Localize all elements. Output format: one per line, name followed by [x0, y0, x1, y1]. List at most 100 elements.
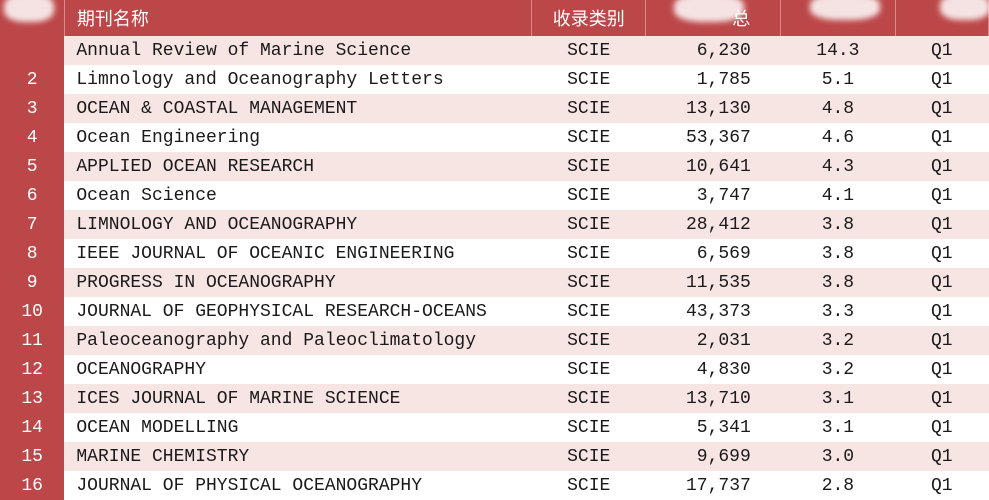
cell-rank	[0, 36, 64, 65]
cell-name: JOURNAL OF GEOPHYSICAL RESEARCH-OCEANS	[64, 297, 531, 326]
cell-quartile: Q1	[895, 210, 989, 239]
cell-rank: 15	[0, 442, 64, 471]
table-row: 3OCEAN & COASTAL MANAGEMENTSCIE13,1304.8…	[0, 94, 989, 123]
cell-name: Annual Review of Marine Science	[64, 36, 531, 65]
cell-rank: 16	[0, 471, 64, 500]
cell-quartile: Q1	[895, 181, 989, 210]
cell-category: SCIE	[532, 355, 646, 384]
cell-count: 10,641	[646, 152, 781, 181]
table-row: 5APPLIED OCEAN RESEARCHSCIE10,6414.3Q1	[0, 152, 989, 181]
cell-impact: 3.2	[781, 355, 895, 384]
cell-category: SCIE	[532, 123, 646, 152]
table-row: 7LIMNOLOGY AND OCEANOGRAPHYSCIE28,4123.8…	[0, 210, 989, 239]
cell-impact: 14.3	[781, 36, 895, 65]
cell-category: SCIE	[532, 268, 646, 297]
cell-name: Ocean Engineering	[64, 123, 531, 152]
cell-quartile: Q1	[895, 152, 989, 181]
table-row: 8IEEE JOURNAL OF OCEANIC ENGINEERINGSCIE…	[0, 239, 989, 268]
cell-impact: 2.8	[781, 471, 895, 500]
cell-impact: 3.2	[781, 326, 895, 355]
cell-count: 5,341	[646, 413, 781, 442]
cell-name: APPLIED OCEAN RESEARCH	[64, 152, 531, 181]
cell-rank: 13	[0, 384, 64, 413]
cell-category: SCIE	[532, 36, 646, 65]
cell-name: IEEE JOURNAL OF OCEANIC ENGINEERING	[64, 239, 531, 268]
cell-impact: 3.1	[781, 384, 895, 413]
cell-name: Ocean Science	[64, 181, 531, 210]
header-name: 期刊名称	[64, 0, 531, 36]
table-row: 16JOURNAL OF PHYSICAL OCEANOGRAPHYSCIE17…	[0, 471, 989, 500]
cell-impact: 3.8	[781, 268, 895, 297]
cell-impact: 3.1	[781, 413, 895, 442]
cell-impact: 3.0	[781, 442, 895, 471]
table-row: Annual Review of Marine ScienceSCIE6,230…	[0, 36, 989, 65]
header-impact	[781, 0, 895, 36]
cell-count: 6,569	[646, 239, 781, 268]
header-count: 总	[646, 0, 781, 36]
cell-category: SCIE	[532, 413, 646, 442]
cell-quartile: Q1	[895, 471, 989, 500]
table-row: 9PROGRESS IN OCEANOGRAPHYSCIE11,5353.8Q1	[0, 268, 989, 297]
table-row: 4Ocean EngineeringSCIE53,3674.6Q1	[0, 123, 989, 152]
cell-quartile: Q1	[895, 413, 989, 442]
header-category: 收录类别	[532, 0, 646, 36]
cell-name: MARINE CHEMISTRY	[64, 442, 531, 471]
cell-impact: 4.1	[781, 181, 895, 210]
cell-rank: 6	[0, 181, 64, 210]
cell-category: SCIE	[532, 326, 646, 355]
cell-name: OCEANOGRAPHY	[64, 355, 531, 384]
cell-category: SCIE	[532, 239, 646, 268]
cell-count: 43,373	[646, 297, 781, 326]
table-header-row: 期刊名称 收录类别 总	[0, 0, 989, 36]
cell-category: SCIE	[532, 65, 646, 94]
cell-impact: 3.3	[781, 297, 895, 326]
header-quartile	[895, 0, 989, 36]
cell-rank: 14	[0, 413, 64, 442]
cell-rank: 3	[0, 94, 64, 123]
cell-category: SCIE	[532, 384, 646, 413]
cell-name: ICES JOURNAL OF MARINE SCIENCE	[64, 384, 531, 413]
cell-rank: 7	[0, 210, 64, 239]
cell-impact: 4.6	[781, 123, 895, 152]
cell-name: Paleoceanography and Paleoclimatology	[64, 326, 531, 355]
cell-category: SCIE	[532, 181, 646, 210]
cell-rank: 4	[0, 123, 64, 152]
table-row: 15MARINE CHEMISTRYSCIE9,6993.0Q1	[0, 442, 989, 471]
cell-quartile: Q1	[895, 268, 989, 297]
cell-rank: 2	[0, 65, 64, 94]
cell-count: 17,737	[646, 471, 781, 500]
cell-count: 13,710	[646, 384, 781, 413]
cell-quartile: Q1	[895, 36, 989, 65]
cell-rank: 5	[0, 152, 64, 181]
cell-category: SCIE	[532, 297, 646, 326]
cell-category: SCIE	[532, 94, 646, 123]
cell-count: 2,031	[646, 326, 781, 355]
cell-count: 1,785	[646, 65, 781, 94]
cell-quartile: Q1	[895, 65, 989, 94]
journal-table: 期刊名称 收录类别 总 Annual Review of Marine Scie…	[0, 0, 989, 500]
cell-name: PROGRESS IN OCEANOGRAPHY	[64, 268, 531, 297]
cell-category: SCIE	[532, 442, 646, 471]
table-row: 6Ocean ScienceSCIE3,7474.1Q1	[0, 181, 989, 210]
cell-quartile: Q1	[895, 297, 989, 326]
cell-impact: 4.3	[781, 152, 895, 181]
cell-rank: 8	[0, 239, 64, 268]
cell-name: OCEAN & COASTAL MANAGEMENT	[64, 94, 531, 123]
cell-quartile: Q1	[895, 239, 989, 268]
cell-name: JOURNAL OF PHYSICAL OCEANOGRAPHY	[64, 471, 531, 500]
table-row: 10JOURNAL OF GEOPHYSICAL RESEARCH-OCEANS…	[0, 297, 989, 326]
cell-category: SCIE	[532, 152, 646, 181]
cell-quartile: Q1	[895, 355, 989, 384]
cell-count: 9,699	[646, 442, 781, 471]
cell-category: SCIE	[532, 471, 646, 500]
table-row: 2Limnology and Oceanography LettersSCIE1…	[0, 65, 989, 94]
cell-count: 53,367	[646, 123, 781, 152]
table-row: 14OCEAN MODELLINGSCIE5,3413.1Q1	[0, 413, 989, 442]
cell-impact: 5.1	[781, 65, 895, 94]
cell-count: 4,830	[646, 355, 781, 384]
cell-count: 3,747	[646, 181, 781, 210]
cell-rank: 12	[0, 355, 64, 384]
cell-count: 28,412	[646, 210, 781, 239]
cell-impact: 3.8	[781, 210, 895, 239]
header-rank	[0, 0, 64, 36]
